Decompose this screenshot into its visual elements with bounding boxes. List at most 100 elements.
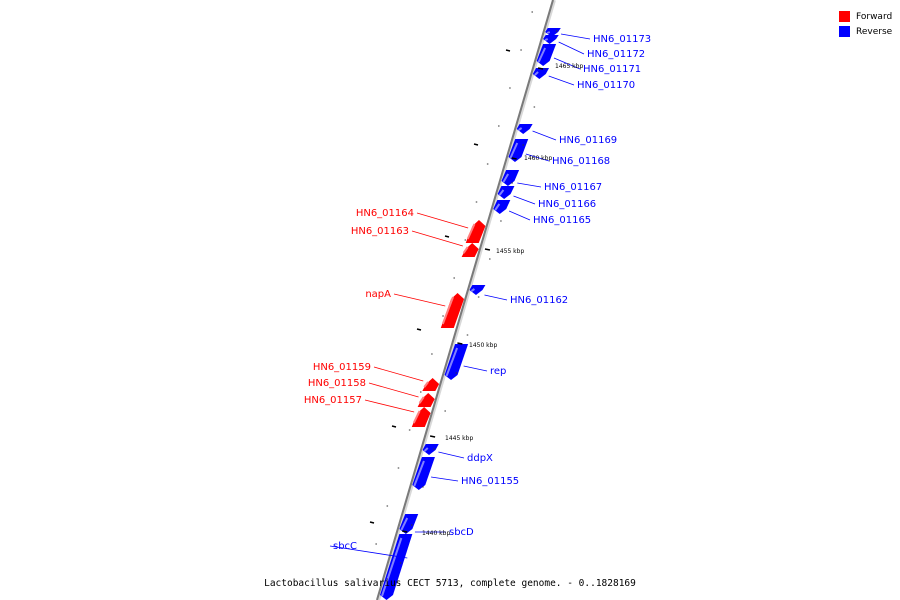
legend-forward: Forward xyxy=(839,9,892,24)
gene-arrow xyxy=(380,534,413,600)
gene-label: HN6_01167 xyxy=(544,182,602,193)
gene-shade xyxy=(400,517,409,531)
gene-leader-line xyxy=(548,75,575,86)
gene-arrow xyxy=(545,28,561,37)
reverse-swatch xyxy=(839,26,850,37)
gene-shade xyxy=(534,71,539,76)
gene-leader-line xyxy=(525,153,550,162)
gene-arrow xyxy=(399,514,419,534)
gene-arrow xyxy=(465,220,486,243)
gene-label: napA xyxy=(365,289,391,300)
gene-leader-line xyxy=(411,230,463,247)
gene-arrow xyxy=(417,393,435,407)
gene-leader-line xyxy=(431,476,459,482)
gene-shade xyxy=(537,47,547,63)
major-mark xyxy=(391,425,397,428)
gene-shade xyxy=(470,288,475,292)
gene-arrow xyxy=(543,35,559,44)
gene-leader-line xyxy=(508,210,531,221)
gene-arrow xyxy=(422,378,440,391)
gene-shade xyxy=(544,38,549,41)
gene-arrow xyxy=(536,44,557,66)
gene-label: HN6_01170 xyxy=(577,80,635,91)
gene-arrow xyxy=(440,293,465,328)
tick-label: 1455 kbp xyxy=(496,248,524,255)
gene-leader-line xyxy=(513,195,536,205)
tick-mark xyxy=(484,248,491,251)
legend-reverse-label: Reverse xyxy=(856,26,893,37)
gene-leader-line xyxy=(364,399,415,413)
tick-label: 1460 kbp xyxy=(524,155,552,162)
gene-label: ddpX xyxy=(467,453,493,464)
gene-shade xyxy=(518,127,523,131)
gene-shade xyxy=(494,203,501,211)
gene-arrow xyxy=(516,124,533,134)
gene-leader-line xyxy=(532,130,557,141)
gene-arrow xyxy=(411,407,431,427)
major-mark xyxy=(416,328,422,331)
tick-label: 1445 kbp xyxy=(445,435,473,442)
gene-label: HN6_01166 xyxy=(538,199,596,210)
gene-leader-line xyxy=(484,294,508,301)
gene-leader-line xyxy=(393,293,446,307)
gene-label: HN6_01169 xyxy=(559,135,617,146)
gene-shade xyxy=(381,537,403,597)
gene-leader-line xyxy=(553,57,581,70)
gene-shade xyxy=(423,381,429,388)
gene-label: HN6_01164 xyxy=(356,208,414,219)
gene-leader-line xyxy=(329,545,408,559)
major-mark xyxy=(505,49,511,52)
gene-shade xyxy=(509,142,519,159)
gene-shade xyxy=(466,223,476,240)
gene-arrow xyxy=(412,457,435,490)
legend-forward-label: Forward xyxy=(856,11,893,22)
gene-label: HN6_01158 xyxy=(308,378,366,389)
gene-label: sbcD xyxy=(449,527,474,538)
gene-label: HN6_01172 xyxy=(587,49,645,60)
gene-leader-line xyxy=(438,451,465,459)
major-mark xyxy=(444,235,450,238)
gene-label: HN6_01171 xyxy=(583,64,641,75)
gene-leader-line xyxy=(368,382,419,398)
gene-label: HN6_01173 xyxy=(593,34,651,45)
gene-arrow xyxy=(444,344,469,380)
gene-leader-line xyxy=(517,182,542,188)
gene-arrow xyxy=(532,68,550,79)
tick-label: 1450 kbp xyxy=(469,342,497,349)
gene-arrow xyxy=(422,444,439,455)
forward-swatch xyxy=(839,11,850,22)
gene-shade xyxy=(445,347,459,377)
gene-label: sbcC xyxy=(333,541,357,552)
legend: Forward Reverse xyxy=(839,9,892,39)
gene-shade xyxy=(423,447,429,452)
gene-leader-line xyxy=(463,365,488,372)
gene-arrow xyxy=(493,200,511,214)
major-mark xyxy=(369,521,375,524)
tick-label: 1440 kbp xyxy=(422,530,450,537)
gene-label: rep xyxy=(490,366,506,377)
gene-shade xyxy=(418,396,425,404)
gene-shade xyxy=(441,296,454,325)
tick-mark xyxy=(537,67,544,70)
tick-label: 1465 kbp xyxy=(555,63,583,70)
gene-shade xyxy=(546,31,551,34)
gene-leader-line xyxy=(558,41,585,55)
gene-label: HN6_01168 xyxy=(552,156,610,167)
tick-mark xyxy=(457,342,463,345)
genome-caption: Lactobacillus salivarius CECT 5713, comp… xyxy=(264,578,636,589)
gene-leader-line xyxy=(373,366,424,382)
gene-shade xyxy=(413,460,425,487)
gene-label: HN6_01162 xyxy=(510,295,568,306)
gene-label: HN6_01159 xyxy=(313,362,371,373)
gene-shade xyxy=(502,173,509,183)
gene-shade xyxy=(498,189,505,196)
gene-label: HN6_01165 xyxy=(533,215,591,226)
gene-arrow xyxy=(469,285,486,295)
tick-layer: 1465 kbp 1460 kbp 1455 kbp 1450 kbp 1445 kbp… xyxy=(364,11,583,583)
gene-shade xyxy=(412,410,421,424)
gene-leader-line xyxy=(416,212,469,229)
gene-arrow xyxy=(461,243,479,257)
legend-reverse: Reverse xyxy=(839,24,892,39)
gene-label: HN6_01163 xyxy=(351,226,409,237)
